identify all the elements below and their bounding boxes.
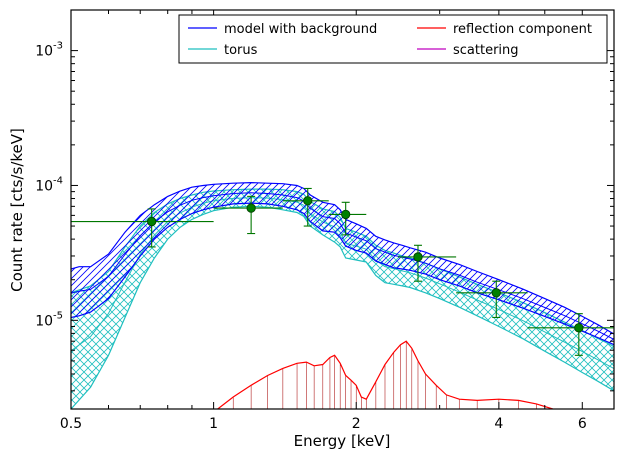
legend-label-reflection: reflection component xyxy=(453,22,592,37)
data-marker xyxy=(303,196,313,206)
legend: model with background torus reflection c… xyxy=(178,14,608,64)
data-marker xyxy=(341,209,351,220)
data-point xyxy=(397,244,457,282)
y-axis-title: Count rate [cts/s/keV] xyxy=(8,128,26,292)
x-tick-label: 2 xyxy=(352,416,361,432)
plot-area xyxy=(71,181,614,409)
y-tick-label: 10-4 xyxy=(35,175,63,194)
data-marker xyxy=(246,203,256,213)
x-tick-label: 6 xyxy=(578,416,587,432)
data-marker xyxy=(574,323,584,333)
legend-label-scattering: scattering xyxy=(453,43,519,58)
y-tick-label: 10-5 xyxy=(35,310,63,329)
legend-label-model: model with background xyxy=(224,22,377,37)
model-upper-line xyxy=(71,181,614,335)
plot-frame xyxy=(70,9,615,410)
reflection-component-line xyxy=(217,340,556,409)
data-marker xyxy=(491,288,501,298)
legend-box xyxy=(178,14,608,64)
data-point xyxy=(213,195,283,235)
data-point xyxy=(328,201,367,236)
y-tick-label: 10-3 xyxy=(35,41,63,60)
data-point xyxy=(527,313,614,356)
data-marker xyxy=(413,252,423,262)
data-points-layer xyxy=(71,187,614,356)
data-marker xyxy=(147,216,157,227)
data-point xyxy=(282,187,329,227)
model-lower-line xyxy=(71,202,614,346)
x-axis-title: Energy [keV] xyxy=(294,432,391,450)
x-tick-label: 0.5 xyxy=(60,416,82,432)
legend-label-torus: torus xyxy=(224,43,258,58)
torus-lower-line xyxy=(71,205,614,409)
model-central-line xyxy=(71,192,614,340)
x-tick-label: 4 xyxy=(494,416,503,432)
data-point xyxy=(71,208,214,248)
y-tick-labels: 10-5 10-4 10-3 xyxy=(35,41,63,330)
data-point xyxy=(456,280,528,319)
x-tick-labels: 0.5 1 2 4 6 xyxy=(60,416,587,432)
x-tick-label: 1 xyxy=(209,416,218,432)
